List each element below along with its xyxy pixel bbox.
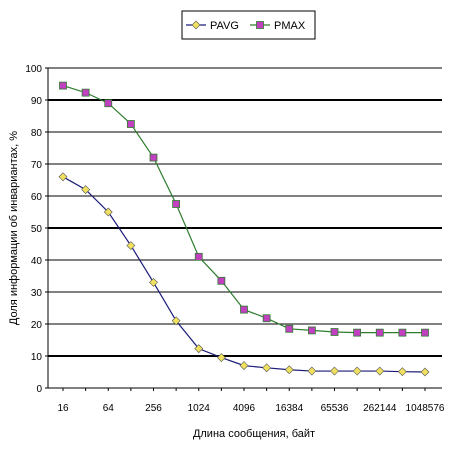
data-point-pavg bbox=[194, 344, 204, 354]
legend-label-pmax: PMAX bbox=[274, 20, 306, 32]
y-axis-label: Доля информации об инвариантах, % bbox=[8, 131, 20, 325]
data-point-pavg bbox=[352, 366, 362, 376]
series-layer bbox=[58, 81, 430, 377]
x-tick-label: 1024 bbox=[188, 403, 211, 414]
x-axis-label: Длина сообщения, байт bbox=[193, 428, 315, 440]
data-point-pmax bbox=[353, 328, 362, 337]
x-tick-labels: 16 64 256 1024 4096 16384 65536 262144 1048576 bbox=[57, 403, 444, 414]
data-point-pavg bbox=[216, 353, 226, 363]
y-tick-label: 80 bbox=[31, 128, 43, 139]
y-tick-label: 90 bbox=[31, 96, 43, 107]
x-tick-label: 64 bbox=[103, 403, 115, 414]
data-point-pavg bbox=[420, 367, 430, 377]
x-tick-label: 1048576 bbox=[406, 403, 445, 414]
data-point-pmax bbox=[262, 314, 271, 323]
legend-marker-pmax bbox=[256, 21, 264, 29]
x-tick-label: 256 bbox=[145, 403, 162, 414]
data-point-pavg bbox=[149, 277, 158, 287]
data-point-pavg bbox=[171, 316, 181, 326]
y-tick-label: 0 bbox=[36, 384, 42, 395]
x-tick-label: 65536 bbox=[321, 403, 349, 414]
x-tick-label: 16384 bbox=[275, 403, 303, 414]
series-line-pavg bbox=[62, 176, 426, 373]
gridlines bbox=[48, 67, 442, 357]
legend-label-pavg: PAVG bbox=[210, 20, 239, 32]
data-point-pavg bbox=[330, 366, 339, 376]
data-point-pavg bbox=[375, 366, 385, 376]
data-point-pmax bbox=[421, 328, 429, 337]
legend-marker-pavg bbox=[191, 20, 201, 30]
data-point-pmax bbox=[398, 328, 407, 337]
axes bbox=[45, 67, 442, 391]
data-point-pmax bbox=[104, 99, 113, 108]
data-point-pmax bbox=[172, 200, 181, 208]
y-tick-label: 100 bbox=[25, 64, 42, 75]
y-tick-label: 50 bbox=[31, 224, 43, 235]
data-point-pmax bbox=[330, 328, 339, 336]
data-point-pmax bbox=[194, 252, 203, 261]
data-point-pavg bbox=[126, 241, 136, 251]
data-point-pavg bbox=[103, 207, 113, 217]
legend: PAVG PMAX bbox=[181, 10, 316, 40]
y-tick-label: 20 bbox=[31, 320, 43, 331]
x-tick-label: 16 bbox=[57, 403, 69, 414]
y-tick-label: 10 bbox=[31, 352, 43, 363]
data-point-pmax bbox=[126, 120, 135, 128]
data-point-pmax bbox=[375, 328, 384, 337]
data-point-pavg bbox=[397, 367, 407, 377]
data-point-pavg bbox=[307, 366, 317, 376]
data-point-pmax bbox=[217, 276, 226, 285]
data-point-pmax bbox=[240, 305, 248, 314]
data-point-pavg bbox=[262, 363, 272, 373]
data-point-pmax bbox=[149, 153, 158, 162]
data-point-pmax bbox=[81, 88, 90, 97]
y-tick-label: 40 bbox=[31, 256, 43, 267]
x-tick-label: 262144 bbox=[363, 403, 397, 414]
data-point-pavg bbox=[58, 172, 68, 182]
y-tick-label: 30 bbox=[31, 288, 43, 299]
data-point-pmax bbox=[59, 81, 67, 90]
series-line-pmax bbox=[62, 85, 425, 334]
data-point-pavg bbox=[284, 365, 294, 375]
data-point-pavg bbox=[239, 361, 249, 371]
y-tick-label: 70 bbox=[31, 160, 43, 171]
data-point-pavg bbox=[81, 185, 91, 195]
x-tick-label: 4096 bbox=[233, 403, 256, 414]
y-tick-label: 60 bbox=[31, 192, 43, 203]
data-point-pmax bbox=[307, 326, 316, 335]
data-point-pmax bbox=[285, 324, 294, 333]
y-tick-labels: 0 10 20 30 40 50 60 70 80 90 100 bbox=[25, 64, 42, 395]
